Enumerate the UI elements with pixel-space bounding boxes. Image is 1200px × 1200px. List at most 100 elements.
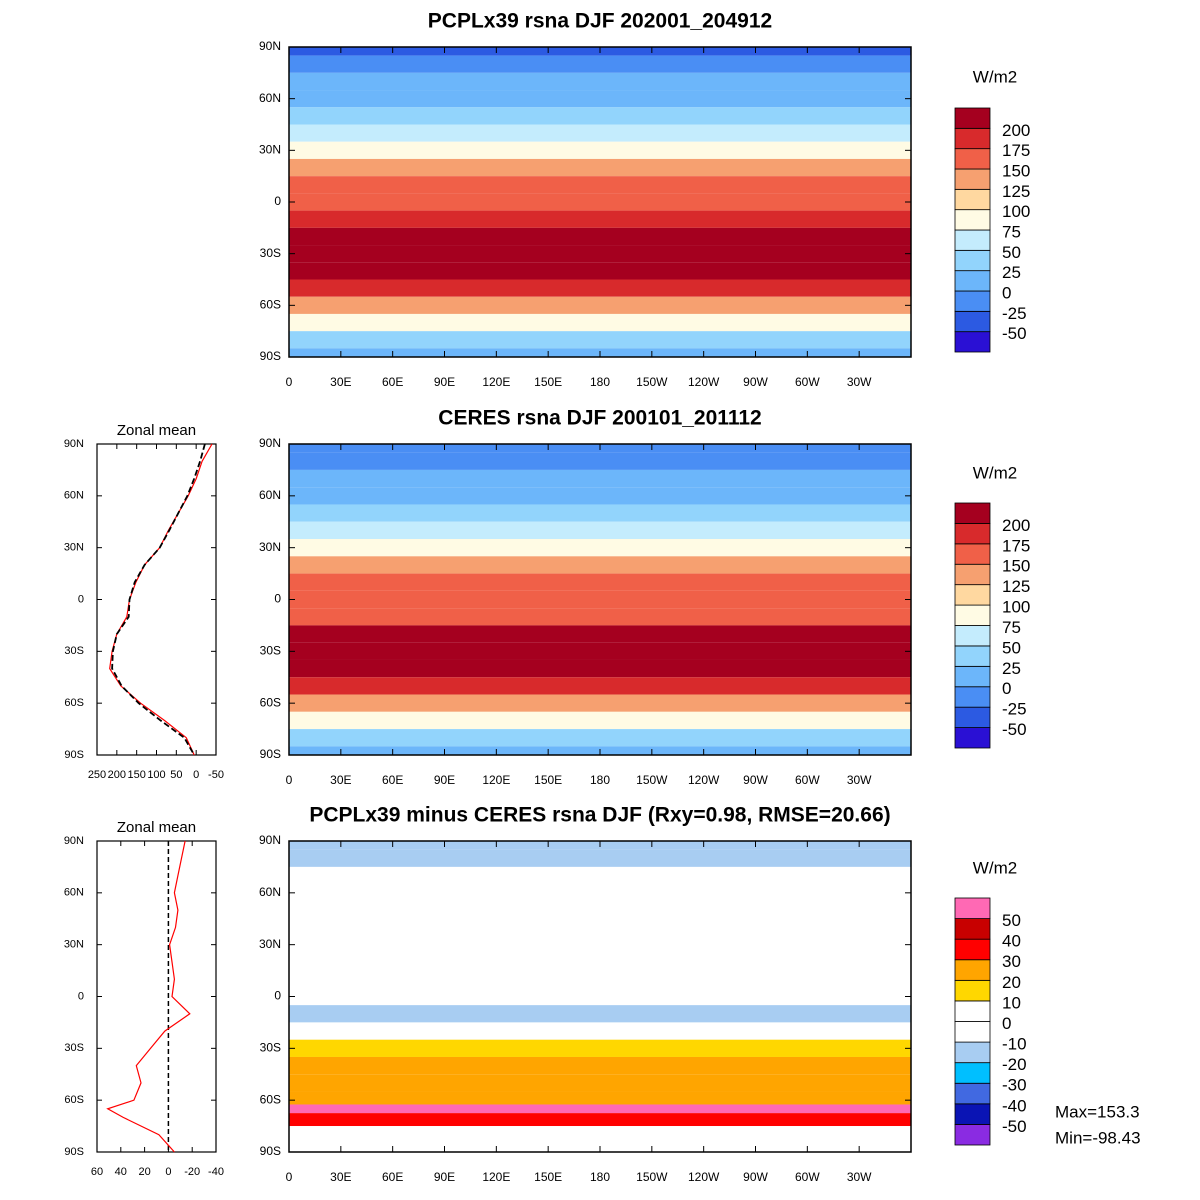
colorbar-label: 10 (1002, 993, 1021, 1012)
y-tick-label: 60S (64, 1094, 84, 1106)
x-tick-label: 60E (382, 1170, 403, 1184)
y-tick-label: 30S (260, 644, 281, 658)
colorbar-label: 0 (1002, 679, 1011, 698)
x-tick-label: 60W (795, 773, 820, 787)
y-tick-label: 90S (64, 749, 84, 761)
x-tick-label: 30W (847, 773, 872, 787)
x-tick-label: 120E (482, 1170, 510, 1184)
colorbar-label: -50 (1002, 720, 1027, 739)
colorbar-label: -20 (1002, 1055, 1027, 1074)
lat-band (289, 158, 911, 177)
y-tick-label: 90N (259, 436, 281, 450)
lat-band (289, 659, 911, 678)
lat-band (289, 556, 911, 574)
lat-band (289, 608, 911, 626)
lat-band (289, 1022, 911, 1040)
colorbar-label: 150 (1002, 161, 1030, 180)
colorbar-box (954, 959, 991, 981)
y-tick-label: 0 (78, 990, 84, 1002)
y-tick-label: 90N (64, 835, 84, 847)
x-tick-label: 150W (636, 375, 668, 389)
lat-band (289, 1104, 911, 1114)
map-fill (289, 444, 911, 755)
lat-band (289, 487, 911, 505)
y-tick-label: 0 (274, 989, 281, 1003)
x-tick-label: 250 (88, 769, 106, 781)
lat-band (289, 193, 911, 211)
colorbar-label: 0 (1002, 283, 1011, 302)
lat-band (289, 1074, 911, 1092)
y-tick-label: 30N (259, 540, 281, 554)
x-tick-label: 50 (170, 769, 182, 781)
lat-band (289, 642, 911, 660)
colorbar-box (954, 897, 991, 919)
lat-band (289, 694, 911, 712)
x-tick-label: -20 (184, 1166, 200, 1178)
lat-band (289, 849, 911, 867)
colorbar-box (954, 502, 991, 524)
y-tick-label: 60S (64, 697, 84, 709)
lat-band (289, 262, 911, 280)
lat-band (289, 677, 911, 695)
lat-band (289, 1005, 911, 1023)
x-tick-label: 180 (590, 773, 610, 787)
y-tick-label: 30N (259, 143, 281, 157)
colorbar-box (954, 310, 991, 333)
colorbar-box (954, 1082, 991, 1105)
x-tick-label: 120W (688, 1170, 720, 1184)
y-tick-label: 60N (64, 887, 84, 899)
colorbar-box (954, 543, 991, 565)
colorbar-label: 25 (1002, 263, 1021, 282)
colorbar-label: -25 (1002, 700, 1027, 719)
colorbar-box (954, 209, 991, 231)
y-tick-label: 0 (78, 593, 84, 605)
colorbar-label: 100 (1002, 598, 1030, 617)
colorbar-label: 100 (1002, 202, 1030, 221)
lat-band (289, 1126, 911, 1144)
colorbar-label: 40 (1002, 932, 1021, 951)
x-tick-label: 150E (534, 375, 562, 389)
colorbar-box (954, 1000, 991, 1022)
y-tick-label: 60S (260, 695, 281, 709)
colorbar-label: -40 (1002, 1096, 1027, 1115)
lat-band (289, 884, 911, 902)
x-tick-label: 90E (434, 773, 455, 787)
lat-band (289, 1091, 911, 1105)
x-tick-label: 90E (434, 375, 455, 389)
colorbar-box (954, 127, 991, 150)
colorbar-box (954, 584, 991, 606)
colorbar-label: 50 (1002, 243, 1021, 262)
colorbar-label: 20 (1002, 973, 1021, 992)
colorbar-label: 125 (1002, 182, 1030, 201)
y-tick-label: 30S (64, 645, 84, 657)
lat-band (289, 1039, 911, 1057)
x-tick-label: 30W (847, 375, 872, 389)
lat-band (289, 452, 911, 470)
map-title: PCPLx39 minus CERES rsna DJF (Rxy=0.98, … (309, 804, 890, 827)
colorbar-label: 0 (1002, 1014, 1011, 1033)
x-tick-label: 150W (636, 1170, 668, 1184)
x-tick-label: 20 (138, 1166, 150, 1178)
colorbar-box (954, 706, 991, 728)
x-tick-label: -50 (208, 769, 224, 781)
x-tick-label: 120W (688, 773, 720, 787)
y-tick-label: 90N (259, 39, 281, 53)
colorbar-title: W/m2 (973, 858, 1017, 877)
x-tick-label: 100 (147, 769, 165, 781)
colorbar-box (954, 727, 991, 749)
lat-band (289, 936, 911, 954)
colorbar-label: -50 (1002, 1117, 1027, 1136)
x-tick-label: 180 (590, 1170, 610, 1184)
x-tick-label: 90W (743, 773, 768, 787)
y-tick-label: 30S (64, 1042, 84, 1054)
colorbar-box (954, 1103, 991, 1125)
colorbar-box (954, 1021, 991, 1043)
colorbar-box (954, 229, 991, 251)
lat-band (289, 296, 911, 314)
colorbar-box (954, 523, 991, 545)
colorbar-label: 50 (1002, 638, 1021, 657)
plot-frame (96, 840, 217, 1153)
colorbar-box (954, 686, 991, 708)
x-tick-label: 90E (434, 1170, 455, 1184)
